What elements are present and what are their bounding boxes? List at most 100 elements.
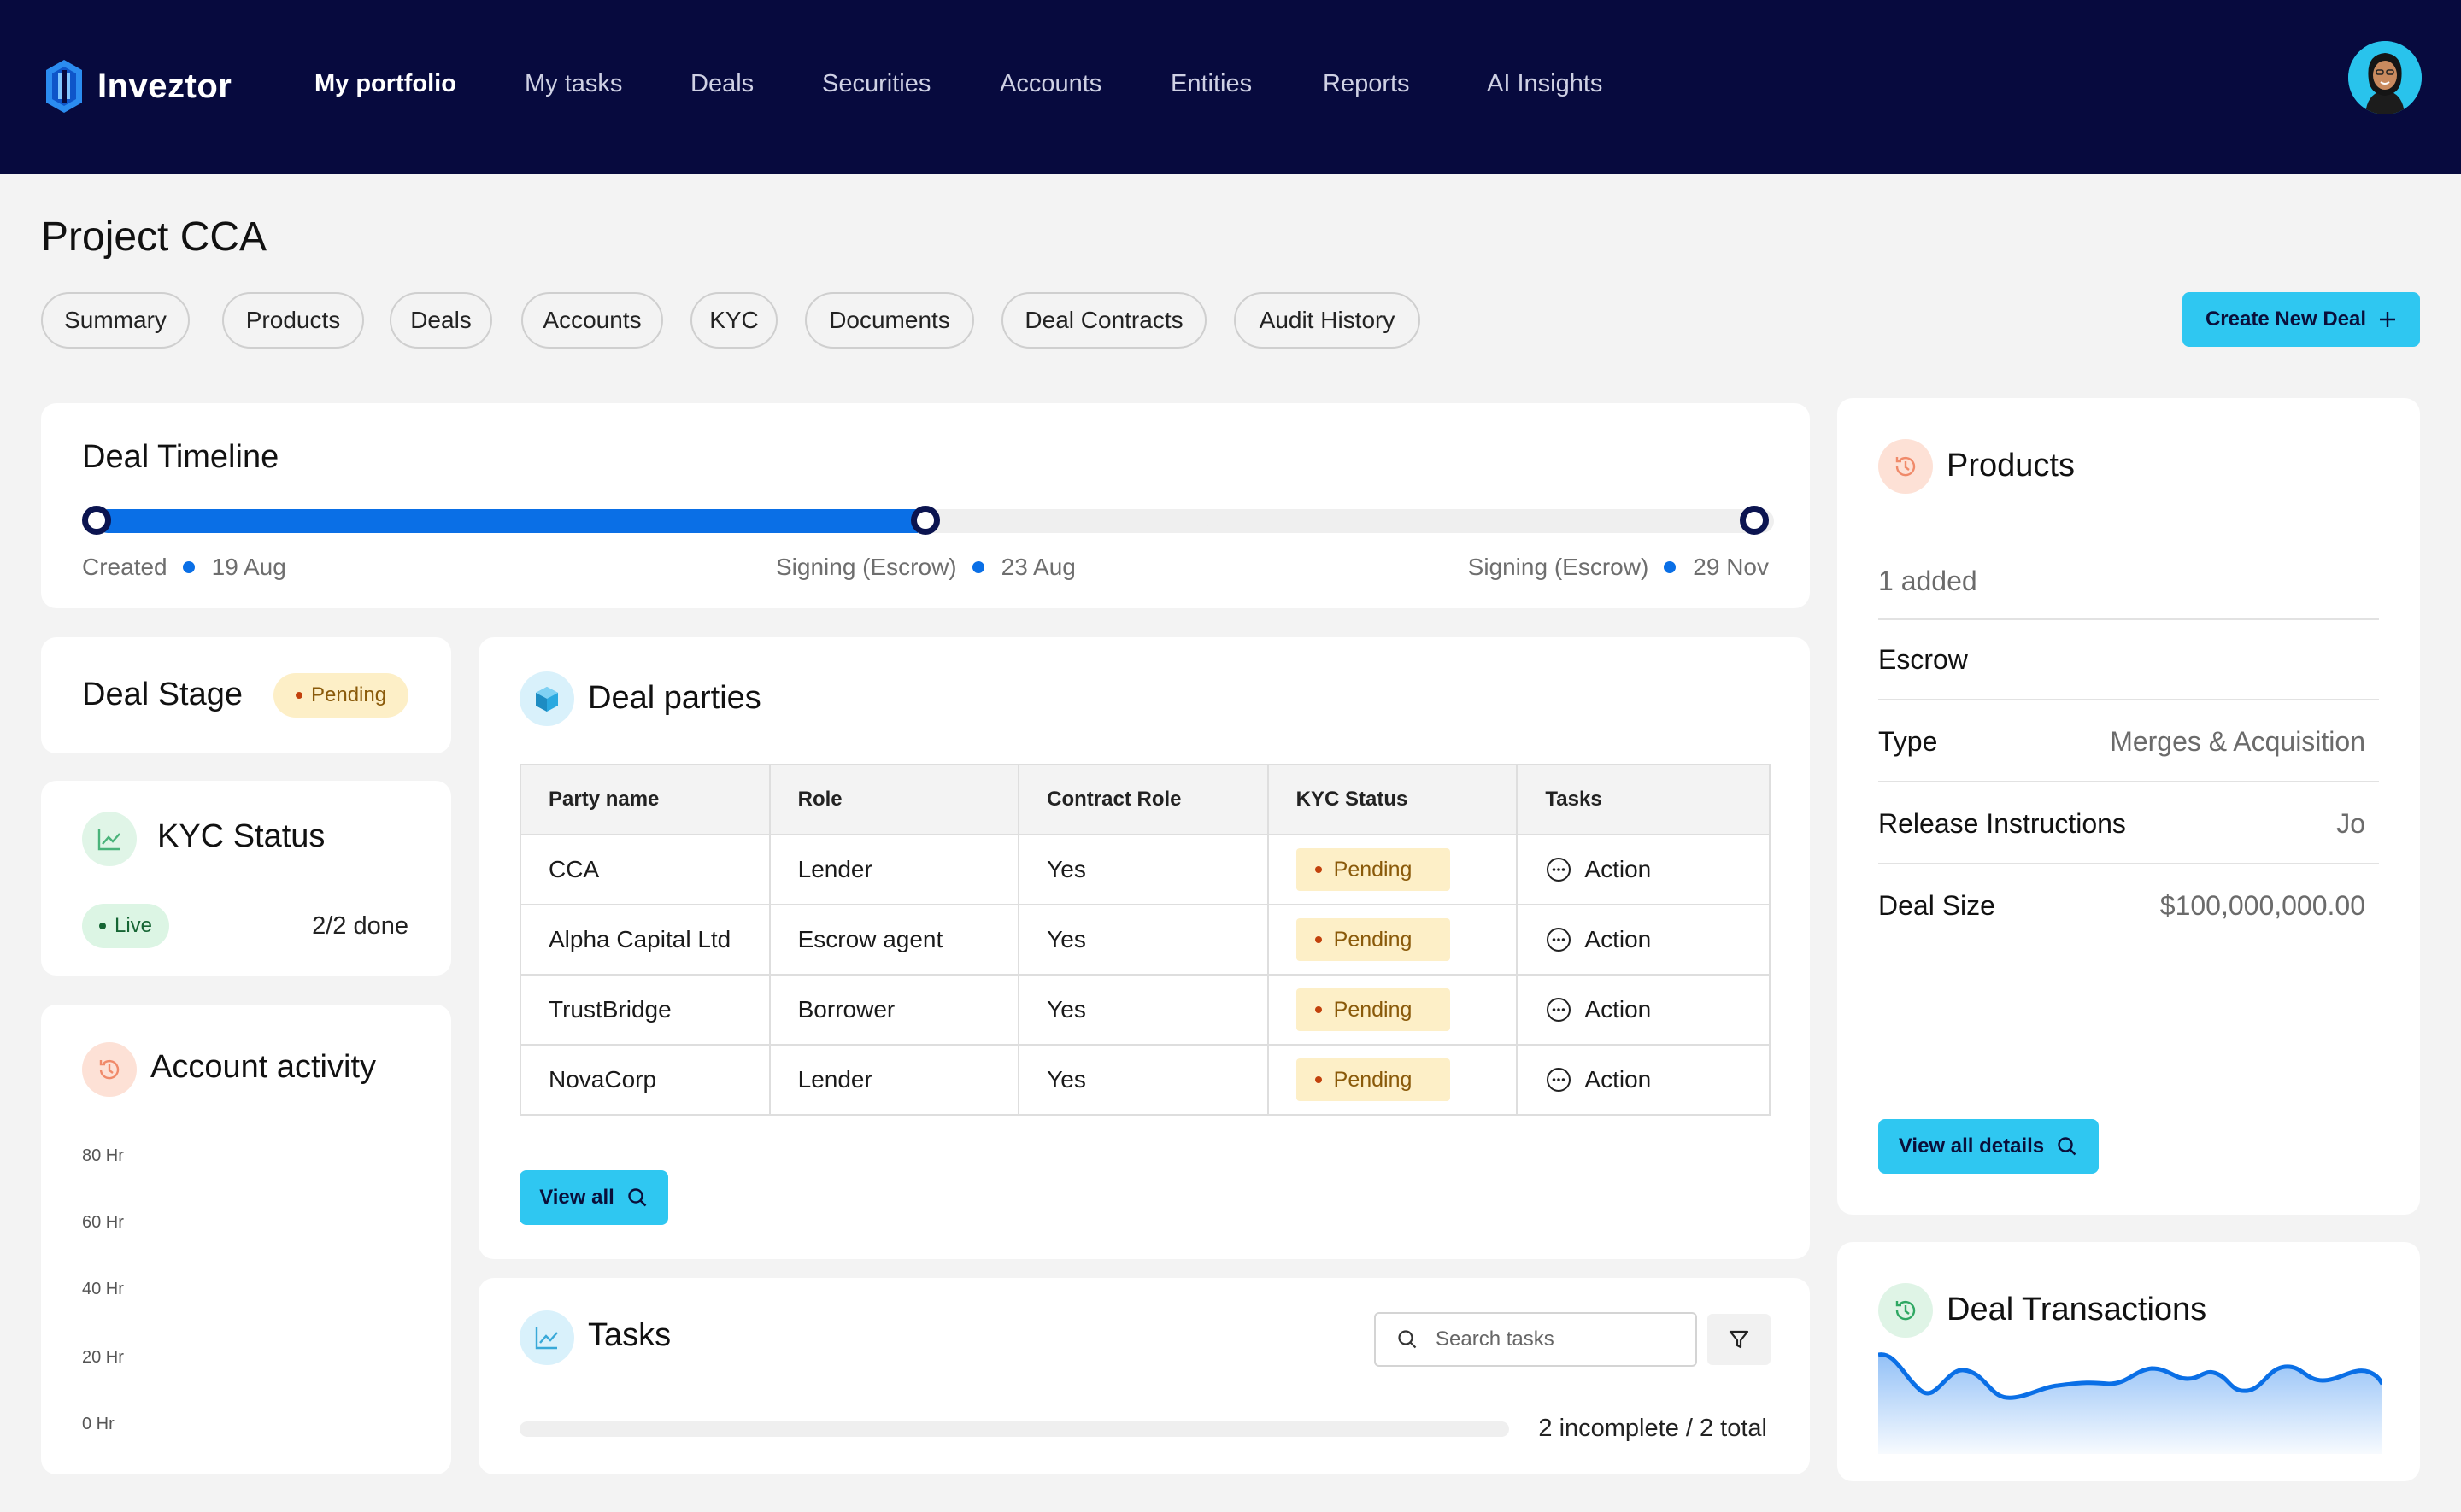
kyc-live-badge: Live <box>82 904 170 948</box>
column-header-contract-role[interactable]: Contract Role <box>1018 764 1269 835</box>
milestone-label: Signing (Escrow) <box>1467 554 1649 580</box>
axis-label: 60 Hr <box>82 1213 124 1232</box>
party-name-cell: NovaCorp <box>520 1044 771 1116</box>
milestone-dot <box>1664 561 1677 573</box>
milestone-dot <box>972 561 984 573</box>
role-cell: Lender <box>768 1044 1020 1116</box>
column-header-tasks[interactable]: Tasks <box>1516 764 1771 835</box>
create-new-deal-button[interactable]: Create New Deal <box>2182 292 2420 347</box>
page-title: Project CCA <box>41 214 267 260</box>
action-button[interactable]: Action <box>1545 926 1769 953</box>
table-header-row: Party name Role Contract Role KYC Status… <box>520 764 1771 835</box>
column-header-party-name[interactable]: Party name <box>520 764 771 835</box>
axis-label: 40 Hr <box>82 1280 124 1298</box>
tab-summary[interactable]: Summary <box>41 292 190 349</box>
table-row[interactable]: Alpha Capital Ltd Escrow agent Yes Pendi… <box>520 904 1771 976</box>
role-cell: Escrow agent <box>768 904 1020 976</box>
nav-my-portfolio[interactable]: My portfolio <box>314 70 456 97</box>
filter-icon <box>1729 1330 1749 1349</box>
divider <box>1878 618 2379 620</box>
contract-role-cell: Yes <box>1018 834 1269 905</box>
chart-icon <box>520 1310 574 1365</box>
view-all-button[interactable]: View all <box>520 1170 668 1225</box>
nav-ai-insights[interactable]: AI Insights <box>1487 70 1603 97</box>
deal-transactions-title: Deal Transactions <box>1947 1292 2207 1327</box>
kyc-status-badge: Pending <box>1295 848 1450 891</box>
timeline-track-2 <box>1207 509 1774 533</box>
history-icon <box>1878 439 1933 494</box>
history-icon <box>82 1042 137 1097</box>
column-header-kyc-status[interactable]: KYC Status <box>1266 764 1518 835</box>
timeline-milestone-3: Signing (Escrow) 29 Nov <box>1468 554 1769 581</box>
nav-accounts[interactable]: Accounts <box>1000 70 1102 97</box>
view-all-details-button[interactable]: View all details <box>1878 1119 2099 1174</box>
kyc-status-badge: Pending <box>1295 988 1450 1031</box>
release-instructions-label: Release Instructions <box>1878 808 2126 839</box>
user-avatar[interactable] <box>2348 41 2422 114</box>
action-button[interactable]: Action <box>1545 996 1769 1023</box>
contract-role-cell: Yes <box>1018 904 1269 976</box>
kyc-status-badge: Pending <box>1295 918 1450 961</box>
divider <box>1878 863 2379 864</box>
tab-accounts[interactable]: Accounts <box>521 292 663 349</box>
deal-timeline-title: Deal Timeline <box>82 439 279 475</box>
product-type-value: Merges & Acquisition <box>2110 726 2365 757</box>
logo-icon <box>46 60 82 113</box>
view-all-details-label: View all details <box>1898 1134 2045 1157</box>
search-tasks-field[interactable] <box>1374 1312 1697 1367</box>
tab-deal-contracts[interactable]: Deal Contracts <box>1001 292 1207 349</box>
filter-button[interactable] <box>1707 1314 1771 1365</box>
kyc-status-title: KYC Status <box>157 818 326 854</box>
table-row[interactable]: CCA Lender Yes Pending Action <box>520 834 1771 905</box>
timeline-node-signing-2[interactable] <box>1740 506 1769 535</box>
products-card: Products 1 added Escrow Type Merges & Ac… <box>1837 398 2420 1215</box>
axis-label: 20 Hr <box>82 1348 124 1367</box>
release-instructions-value: Jo <box>2336 808 2365 839</box>
top-navigation: Inveztor My portfolio My tasks Deals Sec… <box>0 0 2461 174</box>
nav-deals[interactable]: Deals <box>690 70 755 97</box>
deal-parties-table: Party name Role Contract Role KYC Status… <box>520 764 1771 1116</box>
kyc-status-card: KYC Status Live 2/2 done <box>41 781 451 976</box>
timeline-node-created[interactable] <box>82 506 111 535</box>
axis-label: 80 Hr <box>82 1146 124 1165</box>
tasks-card: Tasks 2 incomplete / 2 total <box>479 1278 1810 1474</box>
timeline-milestone-1: Created 19 Aug <box>82 554 286 581</box>
chart-icon <box>82 812 137 866</box>
timeline-node-signing-1[interactable] <box>911 506 940 535</box>
search-icon <box>1398 1330 1417 1349</box>
deal-timeline-card: Deal Timeline Created 19 Aug Signing (Esc… <box>41 403 1810 608</box>
column-header-role[interactable]: Role <box>768 764 1020 835</box>
more-icon <box>1547 1068 1571 1092</box>
search-tasks-input[interactable] <box>1436 1327 1658 1351</box>
history-icon <box>1878 1283 1933 1338</box>
milestone-date: 19 Aug <box>211 554 286 580</box>
deal-stage-card: Deal Stage Pending <box>41 637 451 753</box>
tab-documents[interactable]: Documents <box>805 292 974 349</box>
tab-audit-history[interactable]: Audit History <box>1234 292 1420 349</box>
create-new-deal-label: Create New Deal <box>2205 308 2367 331</box>
tab-deals[interactable]: Deals <box>390 292 492 349</box>
action-button[interactable]: Action <box>1545 856 1769 883</box>
divider <box>1878 781 2379 782</box>
more-icon <box>1547 998 1571 1022</box>
plus-icon <box>2380 312 2396 327</box>
milestone-label: Created <box>82 554 167 580</box>
app-logo[interactable]: Inveztor <box>44 58 232 114</box>
deal-size-value: $100,000,000.00 <box>2159 890 2365 921</box>
contract-role-cell: Yes <box>1018 974 1269 1046</box>
table-row[interactable]: TrustBridge Borrower Yes Pending Action <box>520 974 1771 1046</box>
nav-my-tasks[interactable]: My tasks <box>525 70 623 97</box>
action-button[interactable]: Action <box>1545 1066 1769 1093</box>
deal-size-label: Deal Size <box>1878 890 1995 921</box>
kyc-progress-text: 2/2 done <box>312 912 408 940</box>
nav-entities[interactable]: Entities <box>1171 70 1253 97</box>
milestone-label: Signing (Escrow) <box>776 554 957 580</box>
divider <box>1878 699 2379 700</box>
tab-products[interactable]: Products <box>222 292 364 349</box>
nav-reports[interactable]: Reports <box>1323 70 1410 97</box>
timeline-milestone-2: Signing (Escrow) 23 Aug <box>776 554 1076 581</box>
table-row[interactable]: NovaCorp Lender Yes Pending Action <box>520 1044 1771 1116</box>
tab-kyc[interactable]: KYC <box>690 292 778 349</box>
deal-stage-status-badge: Pending <box>273 673 409 718</box>
nav-securities[interactable]: Securities <box>822 70 931 97</box>
